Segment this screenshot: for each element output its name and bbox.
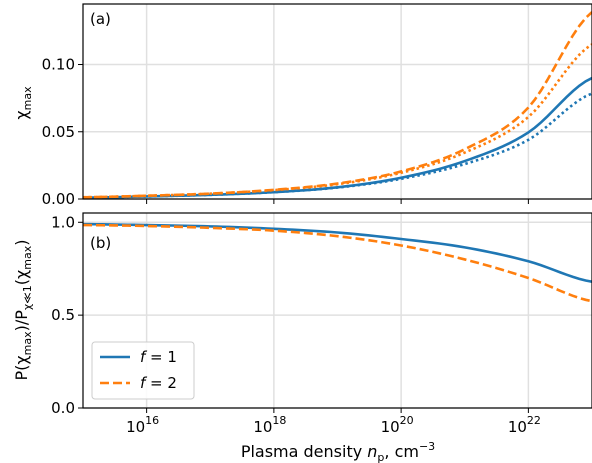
y-tick-label: 0.5 bbox=[51, 306, 75, 324]
y-tick-label: 0.05 bbox=[42, 123, 75, 141]
x-tick-label: 1020 bbox=[381, 414, 414, 436]
series-a bbox=[82, 11, 592, 199]
series-b bbox=[82, 222, 592, 303]
panel-label-b: (b) bbox=[90, 234, 111, 252]
plot-frame-b bbox=[82, 212, 592, 409]
y-tick-label: 0.10 bbox=[42, 56, 75, 74]
x-tick-label: 1016 bbox=[126, 414, 159, 436]
y-tick-label: 0.00 bbox=[42, 190, 75, 208]
y-tick-label: 0.0 bbox=[51, 399, 75, 417]
x-ticks: 1016 1018 1020 1022 bbox=[126, 199, 541, 436]
series-line-a-3 bbox=[82, 43, 592, 199]
y-axis-label-a: χmax bbox=[12, 86, 34, 120]
plot-frame-a bbox=[82, 3, 592, 200]
y-ticks-b: 0.0 0.5 1.0 bbox=[51, 213, 83, 417]
panel-b: 0.0 0.5 1.0 (b) P(χmax)/Pχ≪1(χmax) f = 1 f… bbox=[12, 212, 592, 417]
panel-label-a: (a) bbox=[90, 10, 111, 28]
legend-label-f1: f = 1 bbox=[140, 348, 177, 366]
legend: f = 1 f = 2 bbox=[91, 341, 195, 400]
x-tick-label: 1022 bbox=[508, 414, 541, 436]
x-axis-label: Plasma density np, cm−3 bbox=[241, 440, 435, 463]
plot-area-a bbox=[83, 4, 592, 199]
series-line-b-1 bbox=[82, 223, 592, 303]
y-axis-label-b: P(χmax)/Pχ≪1(χmax) bbox=[12, 240, 34, 381]
y-ticks-a: 0.00 0.05 0.10 bbox=[42, 56, 83, 208]
y-tick-label: 1.0 bbox=[51, 213, 75, 231]
legend-label-f2: f = 2 bbox=[140, 374, 177, 392]
panel-a: 0.00 0.05 0.10 (a) χmax bbox=[12, 3, 592, 208]
x-tick-label: 1018 bbox=[253, 414, 286, 436]
